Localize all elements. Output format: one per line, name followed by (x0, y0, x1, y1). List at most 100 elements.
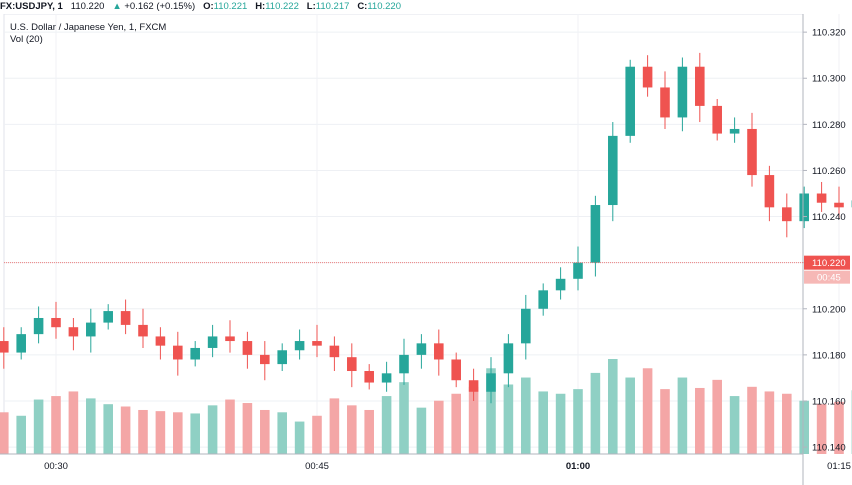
volume-bar (451, 393, 461, 454)
candle (260, 341, 270, 381)
candle (486, 357, 496, 404)
candle (816, 181, 827, 212)
candle-body (747, 128, 757, 176)
price-chart[interactable]: 110.320 110.300 110.280 110.260 110.240 110.2… (0, 14, 852, 485)
candle (51, 301, 61, 339)
candle-body (608, 135, 618, 206)
candle-body (625, 66, 635, 136)
close-value: 110.220 (367, 1, 401, 12)
x-tick-label: 00:45 (305, 461, 329, 472)
open-label: O: (203, 1, 214, 12)
candle (86, 308, 96, 353)
y-tick-label: 110.140 (812, 443, 846, 454)
candle (451, 352, 461, 388)
volume-bar (416, 407, 427, 454)
candle (138, 308, 148, 348)
candle (225, 320, 235, 353)
candle (312, 324, 322, 358)
candle-body (729, 128, 740, 134)
y-tick-label: 110.160 (812, 396, 846, 407)
candle-body (103, 311, 113, 323)
candle (468, 368, 479, 401)
chart-legend: U.S. Dollar / Japanese Yen, 1, FXCM Vol … (10, 22, 166, 46)
volume-bar (103, 404, 113, 454)
candle-body (503, 343, 514, 374)
countdown-label: 00:45 (817, 273, 841, 284)
candle-body (416, 343, 427, 355)
high-label: H: (255, 1, 266, 12)
symbol-name[interactable]: FX:USDJPY, 1 (0, 1, 63, 12)
candle-body (312, 341, 322, 346)
volume-bar (677, 377, 688, 454)
volume-bar (590, 372, 601, 454)
volume-bar (695, 387, 705, 454)
candle (555, 267, 566, 300)
candle-body (364, 371, 374, 383)
candle (190, 341, 200, 367)
candle-body (16, 334, 26, 353)
candle (364, 364, 374, 390)
candle-body (434, 343, 444, 360)
candle (242, 331, 253, 369)
candle (590, 195, 601, 277)
volume-bar (138, 409, 148, 454)
candle (33, 306, 44, 344)
candle-body (260, 354, 270, 365)
candle (712, 98, 722, 141)
candle (729, 117, 740, 143)
open-value: 110.221 (213, 1, 248, 12)
volume-bar (538, 391, 548, 454)
candle-body (225, 336, 235, 342)
candle (538, 283, 548, 316)
volume-bar (642, 368, 653, 454)
volume-bar (799, 400, 809, 454)
candle-body (764, 175, 775, 208)
candle (381, 361, 392, 392)
candle (207, 324, 218, 358)
candle (16, 327, 26, 360)
candle-body (347, 357, 357, 372)
volume-bar (329, 398, 340, 454)
candle-body (51, 317, 61, 328)
volume-bar (86, 398, 96, 454)
y-tick-label: 110.180 (812, 350, 846, 361)
candle (399, 338, 409, 385)
candle (608, 122, 618, 222)
volume-bar (555, 393, 566, 454)
candle (103, 304, 113, 330)
volume-bar (729, 396, 740, 454)
volume-bars (0, 359, 852, 454)
volume-indicator-label[interactable]: Vol (20) (10, 34, 43, 45)
candle-body (695, 66, 705, 106)
last-price-badge (804, 255, 850, 270)
volume-bar (712, 379, 722, 454)
volume-bar (260, 409, 270, 454)
x-tick-label: 01:00 (566, 461, 590, 472)
candlestick-series (0, 52, 852, 404)
close-label: C: (357, 1, 368, 12)
y-tick-label: 110.200 (812, 304, 846, 315)
volume-bar (486, 368, 496, 454)
candle (660, 71, 670, 129)
volume-bar (68, 391, 79, 454)
volume-bar (173, 412, 183, 454)
volume-bar (764, 391, 775, 454)
candle-body (120, 311, 131, 325)
volume-bar (468, 386, 479, 454)
y-tick-label: 110.280 (812, 120, 846, 131)
candle-body (381, 373, 392, 383)
volume-bar (51, 396, 61, 454)
candle-body (538, 290, 548, 309)
candle (329, 336, 340, 372)
candle-body (816, 193, 827, 203)
candle-body (590, 205, 601, 263)
volume-bar (120, 406, 131, 454)
candle-body (642, 66, 653, 88)
volume-bar (16, 415, 26, 454)
volume-bar (312, 415, 322, 454)
low-value: 110.217 (315, 1, 350, 12)
volume-bar (573, 389, 583, 454)
volume-bar (381, 396, 392, 454)
candle (642, 55, 653, 97)
y-tick-label: 110.300 (812, 74, 846, 85)
